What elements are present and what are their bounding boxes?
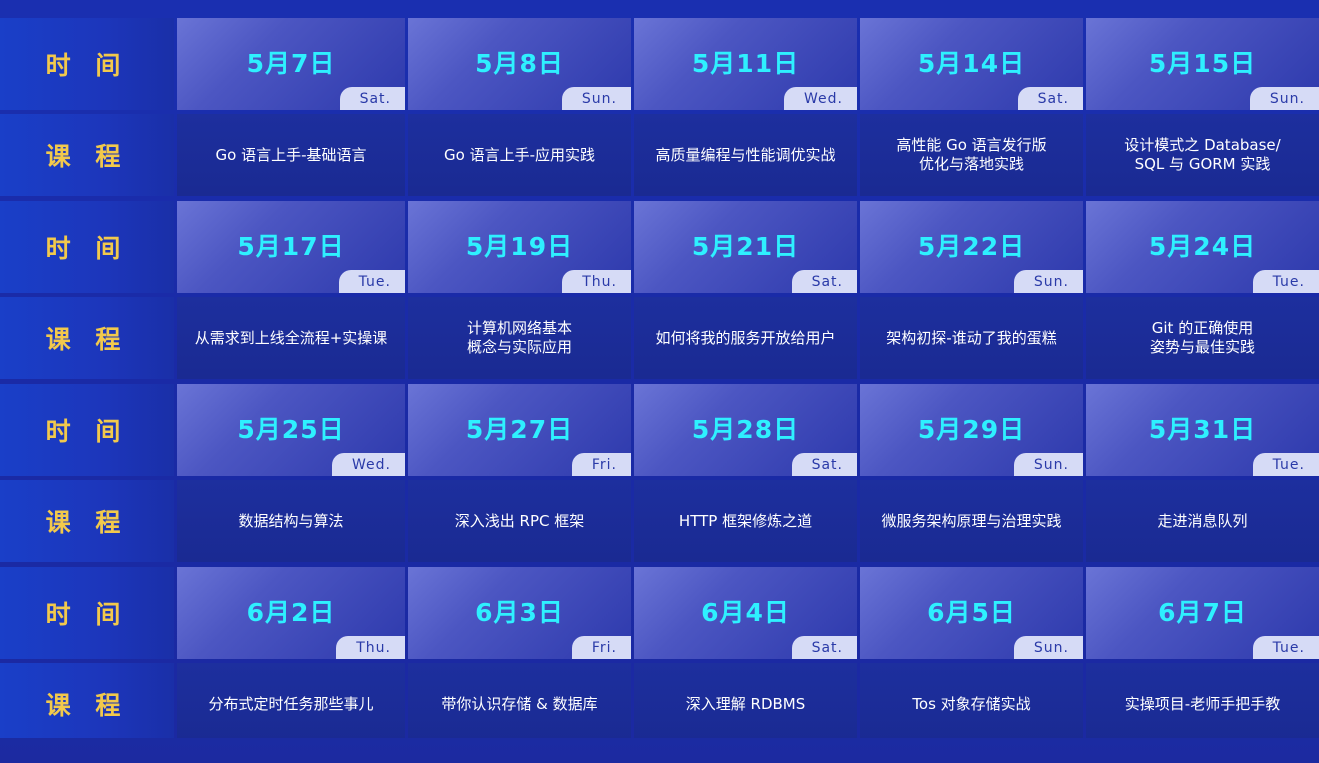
weekday-tag: Tue. — [338, 270, 405, 293]
course-cell: Go 语言上手-应用实践 — [408, 114, 631, 196]
weekday-tag: Wed. — [784, 87, 857, 110]
weekday-tag: Thu. — [336, 636, 405, 659]
date-text: 6月4日 — [701, 598, 790, 627]
course-label: 课 程 — [0, 297, 174, 379]
course-row: 课 程分布式定时任务那些事儿 带你认识存储 & 数据库 深入理解 RDBMS Tos … — [0, 663, 1319, 745]
course-cell: 设计模式之 Database/ SQL 与 GORM 实践 — [1086, 114, 1319, 196]
date-text: 6月3日 — [475, 598, 564, 627]
course-cell: Tos 对象存储实战 — [860, 663, 1083, 745]
time-label: 时 间 — [0, 567, 174, 659]
time-label: 时 间 — [0, 201, 174, 293]
course-cell: 带你认识存储 & 数据库 — [408, 663, 631, 745]
course-cell: 微服务架构原理与治理实践 — [860, 480, 1083, 562]
date-cell: 6月3日 Fri. — [408, 567, 631, 659]
weekday-tag: Sun. — [1013, 636, 1083, 659]
date-cell: 5月19日 Thu. — [408, 201, 631, 293]
date-text: 5月21日 — [691, 232, 800, 261]
course-label: 课 程 — [0, 663, 174, 745]
time-label: 时 间 — [0, 18, 174, 110]
weekday-tag: Sun. — [1013, 270, 1083, 293]
date-cell: 5月14日 Sat. — [860, 18, 1083, 110]
weekday-tag: Fri. — [571, 636, 631, 659]
date-text: 5月17日 — [237, 232, 345, 261]
date-cell: 6月4日 Sat. — [634, 567, 857, 659]
weekday-tag: Sat. — [791, 636, 857, 659]
course-cell: 架构初探-谁动了我的蛋糕 — [860, 297, 1083, 379]
weekday-tag: Sat. — [339, 87, 405, 110]
date-text: 5月27日 — [465, 415, 574, 444]
time-row: 时 间 5月25日 Wed. 5月27日 Fri. 5月28日 Sat. 5月29日 Sun. 5… — [0, 384, 1319, 476]
date-text: 5月31日 — [1148, 415, 1257, 444]
date-cell: 5月24日 Tue. — [1086, 201, 1319, 293]
weekday-tag: Tue. — [1252, 636, 1319, 659]
date-cell: 5月11日 Wed. — [634, 18, 857, 110]
weekday-tag: Thu. — [562, 270, 631, 293]
course-cell: 深入浅出 RPC 框架 — [408, 480, 631, 562]
course-cell: 计算机网络基本 概念与实际应用 — [408, 297, 631, 379]
date-text: 5月15日 — [1148, 49, 1257, 78]
date-cell: 5月15日 Sun. — [1086, 18, 1319, 110]
date-text: 6月7日 — [1158, 598, 1247, 627]
time-row: 时 间 6月2日 Thu. 6月3日 Fri. 6月4日 Sat. 6月5日 Sun. 6月7日 T… — [0, 567, 1319, 659]
date-cell: 5月29日 Sun. — [860, 384, 1083, 476]
date-cell: 5月27日 Fri. — [408, 384, 631, 476]
course-cell: 数据结构与算法 — [177, 480, 405, 562]
course-label: 课 程 — [0, 480, 174, 562]
weekday-tag: Sat. — [1017, 87, 1083, 110]
date-cell: 6月5日 Sun. — [860, 567, 1083, 659]
time-row: 时 间 5月7日 Sat. 5月8日 Sun. 5月11日 Wed. 5月14日 Sat. 5月1… — [0, 18, 1319, 110]
course-label: 课 程 — [0, 114, 174, 196]
course-row: 课 程 Go 语言上手-基础语言 Go 语言上手-应用实践 高质量编程与性能调优实战高… — [0, 114, 1319, 196]
weekday-tag: Tue. — [1252, 453, 1319, 476]
date-cell: 5月31日 Tue. — [1086, 384, 1319, 476]
course-row: 课 程数据结构与算法 深入浅出 RPC 框架 HTTP 框架修炼之道 微服务架构原理与… — [0, 480, 1319, 562]
date-text: 5月14日 — [917, 49, 1026, 78]
date-text: 5月29日 — [917, 415, 1026, 444]
weekday-tag: Sun. — [1249, 87, 1319, 110]
weekday-tag: Tue. — [1252, 270, 1319, 293]
date-cell: 5月17日 Tue. — [177, 201, 405, 293]
course-cell: HTTP 框架修炼之道 — [634, 480, 857, 562]
date-cell: 5月8日 Sun. — [408, 18, 631, 110]
course-cell: 如何将我的服务开放给用户 — [634, 297, 857, 379]
date-text: 6月5日 — [927, 598, 1016, 627]
bottom-band — [0, 738, 1319, 763]
date-text: 6月2日 — [246, 598, 336, 627]
time-row: 时 间 5月17日 Tue. 5月19日 Thu. 5月21日 Sat. 5月22日 Sun. 5… — [0, 201, 1319, 293]
date-text: 5月28日 — [691, 415, 800, 444]
course-cell: 高性能 Go 语言发行版 优化与落地实践 — [860, 114, 1083, 196]
date-text: 5月25日 — [237, 415, 345, 444]
date-cell: 5月25日 Wed. — [177, 384, 405, 476]
date-cell: 5月21日 Sat. — [634, 201, 857, 293]
course-cell: 深入理解 RDBMS — [634, 663, 857, 745]
date-cell: 5月28日 Sat. — [634, 384, 857, 476]
course-cell: 高质量编程与性能调优实战 — [634, 114, 857, 196]
date-text: 5月24日 — [1148, 232, 1257, 261]
date-text: 5月11日 — [691, 49, 800, 78]
date-cell: 5月22日 Sun. — [860, 201, 1083, 293]
date-cell: 6月2日 Thu. — [177, 567, 405, 659]
weekday-tag: Sun. — [561, 87, 631, 110]
date-cell: 6月7日 Tue. — [1086, 567, 1319, 659]
weekday-tag: Sun. — [1013, 453, 1083, 476]
date-text: 5月22日 — [917, 232, 1026, 261]
course-cell: Git 的正确使用 姿势与最佳实践 — [1086, 297, 1319, 379]
weekday-tag: Sat. — [791, 453, 857, 476]
weekday-tag: Sat. — [791, 270, 857, 293]
course-cell: Go 语言上手-基础语言 — [177, 114, 405, 196]
course-cell: 分布式定时任务那些事儿 — [177, 663, 405, 745]
date-cell: 5月7日 Sat. — [177, 18, 405, 110]
course-cell: 从需求到上线全流程+实操课 — [177, 297, 405, 379]
date-text: 5月19日 — [465, 232, 574, 261]
date-text: 5月8日 — [475, 49, 564, 78]
weekday-tag: Wed. — [332, 453, 405, 476]
weekday-tag: Fri. — [571, 453, 631, 476]
time-label: 时 间 — [0, 384, 174, 476]
date-text: 5月7日 — [246, 49, 336, 78]
course-cell: 实操项目-老师手把手教 — [1086, 663, 1319, 745]
course-row: 课 程从需求到上线全流程+实操课 计算机网络基本 概念与实际应用 如何将我的服务开放… — [0, 297, 1319, 379]
course-cell: 走进消息队列 — [1086, 480, 1319, 562]
